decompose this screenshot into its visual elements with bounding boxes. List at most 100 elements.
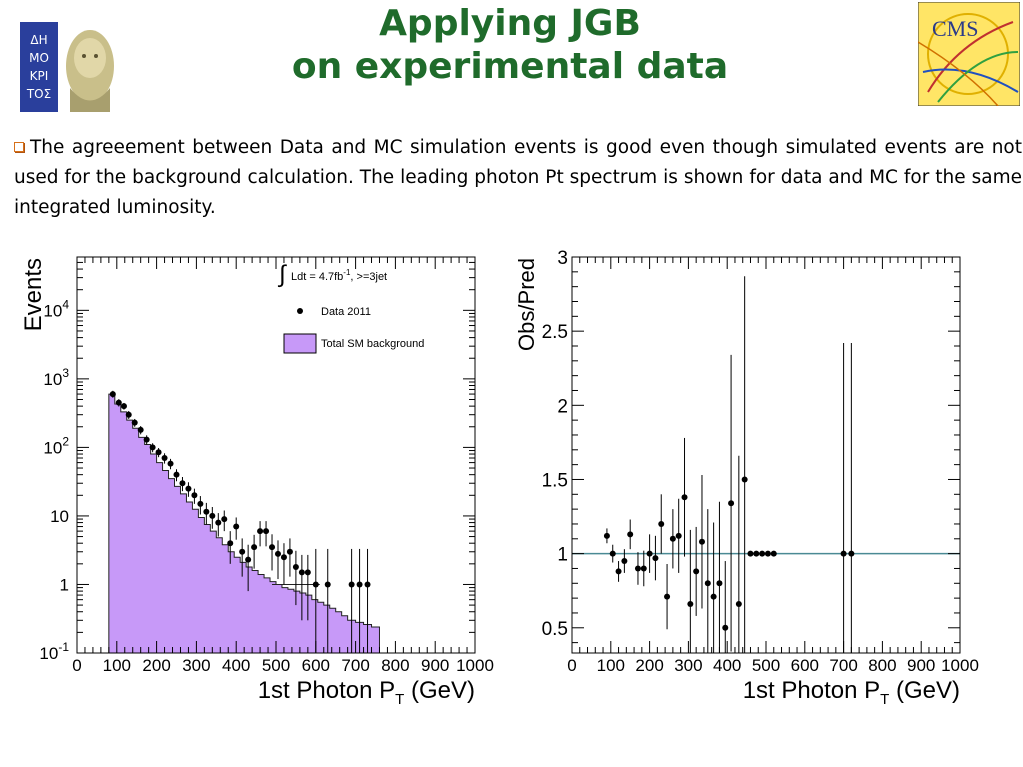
- ratio-point: [693, 568, 700, 575]
- y-tick-label: 1: [60, 575, 69, 594]
- y-tick-label: 1: [557, 545, 568, 566]
- x-tick-label: 300: [182, 656, 210, 675]
- legend-data-label: Data 2011: [321, 306, 371, 318]
- obs-pred-ratio-svg: 0 100 200 300 400 500 600 700 800 900 1000 0.5 1 1.5 2…: [514, 248, 979, 708]
- data-point: [286, 548, 293, 555]
- ratio-point: [658, 520, 665, 527]
- x-tick-label: 200: [142, 656, 170, 675]
- data-point: [324, 581, 331, 588]
- title-line-1: Applying JGB: [379, 3, 641, 44]
- x-tick-label: 400: [222, 656, 250, 675]
- ratio-point: [741, 476, 748, 483]
- ratio-point: [669, 535, 676, 542]
- data-point: [203, 508, 210, 515]
- data-point: [227, 540, 234, 547]
- x-tick-label: 100: [103, 656, 131, 675]
- data-point: [221, 516, 228, 523]
- x-tick-label: 800: [868, 656, 896, 675]
- data-point: [185, 485, 192, 492]
- legend-bkg-swatch: [283, 333, 317, 354]
- ratio-point: [621, 558, 628, 565]
- data-point: [356, 581, 363, 588]
- ratio-point: [764, 550, 771, 557]
- y-tick-label: 102: [43, 434, 69, 457]
- bullet-paragraph: The agreeement between Data and MC simul…: [14, 133, 1022, 223]
- data-point: [233, 523, 240, 530]
- ratio-point: [640, 565, 647, 572]
- ratio-point: [627, 531, 634, 538]
- y-tick-label: 2.5: [542, 322, 568, 343]
- ratio-point: [664, 593, 671, 600]
- data-point: [191, 492, 198, 499]
- data-point: [304, 569, 311, 576]
- ratio-point: [603, 532, 610, 539]
- data-point: [298, 569, 305, 576]
- ratio-point: [704, 580, 711, 587]
- ratio-point: [698, 538, 705, 545]
- x-tick-label: 600: [791, 656, 819, 675]
- data-point: [263, 528, 270, 535]
- ratio-point: [770, 550, 777, 557]
- data-point: [215, 519, 222, 526]
- integral-symbol: ∫: [277, 261, 287, 288]
- x-tick-label: 900: [421, 656, 449, 675]
- x-axis-label: 1st Photon PT (GeV): [258, 677, 475, 708]
- x-tick-label: 0: [567, 656, 576, 675]
- ratio-point: [675, 532, 682, 539]
- title-line-2: on experimental data: [291, 46, 729, 87]
- data-point: [274, 550, 281, 557]
- data-point: [149, 444, 156, 451]
- ratio-point: [710, 593, 717, 600]
- y-tick-label: 3: [557, 248, 568, 269]
- data-point: [125, 411, 132, 418]
- data-point: [120, 403, 127, 410]
- y-tick-label: 2: [557, 396, 568, 417]
- x-tick-label: 700: [341, 656, 369, 675]
- data-point: [312, 581, 319, 588]
- ratio-point: [615, 568, 622, 575]
- ratio-point: [728, 500, 735, 507]
- x-tick-label: 600: [302, 656, 330, 675]
- data-point: [179, 480, 186, 487]
- events-histogram-svg: 0 100 200 300 400 500 600 700 800 900 1000 10-1 1 10 1…: [20, 256, 494, 708]
- data-point: [143, 436, 150, 443]
- data-point: [239, 548, 246, 555]
- ratio-point: [681, 494, 688, 501]
- data-point: [115, 399, 122, 406]
- democritos-logo-icon: ΔΗ ΜΟ ΚΡΙ ΤΟΣ: [18, 18, 118, 116]
- ratio-point: [747, 550, 754, 557]
- slide-title: Applying JGB on experimental data: [150, 2, 870, 88]
- legend-lumi: Ldt = 4.7fb-1, >=3jet: [291, 268, 387, 283]
- obs-pred-ratio-chart: 0 100 200 300 400 500 600 700 800 900 1000 0.5 1 1.5 2…: [512, 240, 990, 710]
- ratio-point: [848, 550, 855, 557]
- cms-logo-text: CMS: [932, 16, 978, 41]
- data-point: [251, 544, 258, 551]
- data-point: [257, 528, 264, 535]
- x-tick-label: 1000: [456, 656, 494, 675]
- x-tick-label: 900: [907, 656, 935, 675]
- svg-text:ΔΗ: ΔΗ: [30, 33, 47, 47]
- x-tick-label: 100: [597, 656, 625, 675]
- svg-text:ΚΡΙ: ΚΡΙ: [30, 69, 49, 83]
- ratio-point: [634, 565, 641, 572]
- x-axis-label: 1st Photon PT (GeV): [743, 677, 960, 708]
- svg-text:ΤΟΣ: ΤΟΣ: [26, 87, 51, 101]
- data-point: [137, 426, 144, 433]
- x-tick-label: 300: [674, 656, 702, 675]
- data-point: [167, 460, 174, 467]
- data-point: [245, 556, 252, 563]
- data-point: [131, 419, 138, 426]
- data-point: [348, 581, 355, 588]
- events-histogram-chart: 0 100 200 300 400 500 600 700 800 900 1000 10-1 1 10 1…: [16, 240, 501, 710]
- data-point: [280, 554, 287, 561]
- data-point: [292, 563, 299, 570]
- x-tick-label: 700: [829, 656, 857, 675]
- ratio-point: [609, 550, 616, 557]
- background-histogram: [108, 393, 380, 654]
- data-point: [173, 471, 180, 478]
- data-point: [364, 581, 371, 588]
- data-point: [269, 544, 276, 551]
- x-tick-label: 800: [381, 656, 409, 675]
- y-tick-label: 10-1: [39, 640, 69, 663]
- ratio-point: [716, 580, 723, 587]
